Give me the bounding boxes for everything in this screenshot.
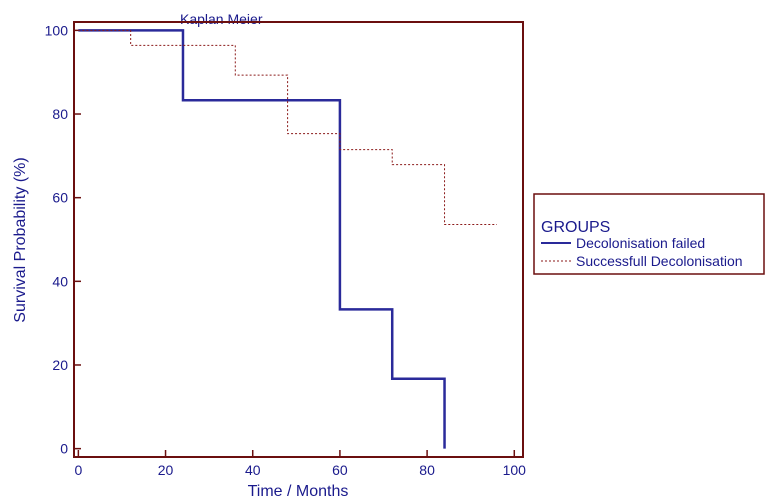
y-tick-label: 60: [52, 190, 68, 206]
x-tick-label: 0: [74, 462, 82, 478]
y-axis-title: Survival Probability (%): [12, 157, 29, 322]
legend-label-decolonisation-failed: Decolonisation failed: [576, 235, 705, 251]
y-tick-label: 40: [52, 273, 68, 289]
y-tick-label: 80: [52, 106, 68, 122]
series-line-decolonisation-failed: [78, 29, 446, 449]
legend: GROUPS Decolonisation failed Successfull…: [533, 193, 765, 275]
x-tick-label: 60: [332, 462, 348, 478]
x-tick-label: 80: [419, 462, 435, 478]
axis-ticks: 0 20 40 60 80 100 0 20 40 60 80 100: [45, 22, 527, 478]
legend-label-successful-decolonisation: Successfull Decolonisation: [576, 253, 743, 269]
legend-box: [533, 193, 765, 275]
series-line-successful-decolonisation: [78, 29, 497, 225]
plot-frame: [73, 21, 524, 458]
x-tick-label: 100: [503, 462, 527, 478]
legend-title: GROUPS: [541, 219, 610, 236]
x-tick-label: 20: [158, 462, 174, 478]
x-tick-label: 40: [245, 462, 261, 478]
y-tick-label: 0: [60, 441, 68, 457]
series-layer: [78, 29, 497, 449]
x-axis-title: Time / Months: [248, 483, 349, 500]
y-tick-label: 20: [52, 357, 68, 373]
y-tick-label: 100: [45, 22, 69, 38]
chart-title: Kaplan Meier: [180, 11, 263, 27]
